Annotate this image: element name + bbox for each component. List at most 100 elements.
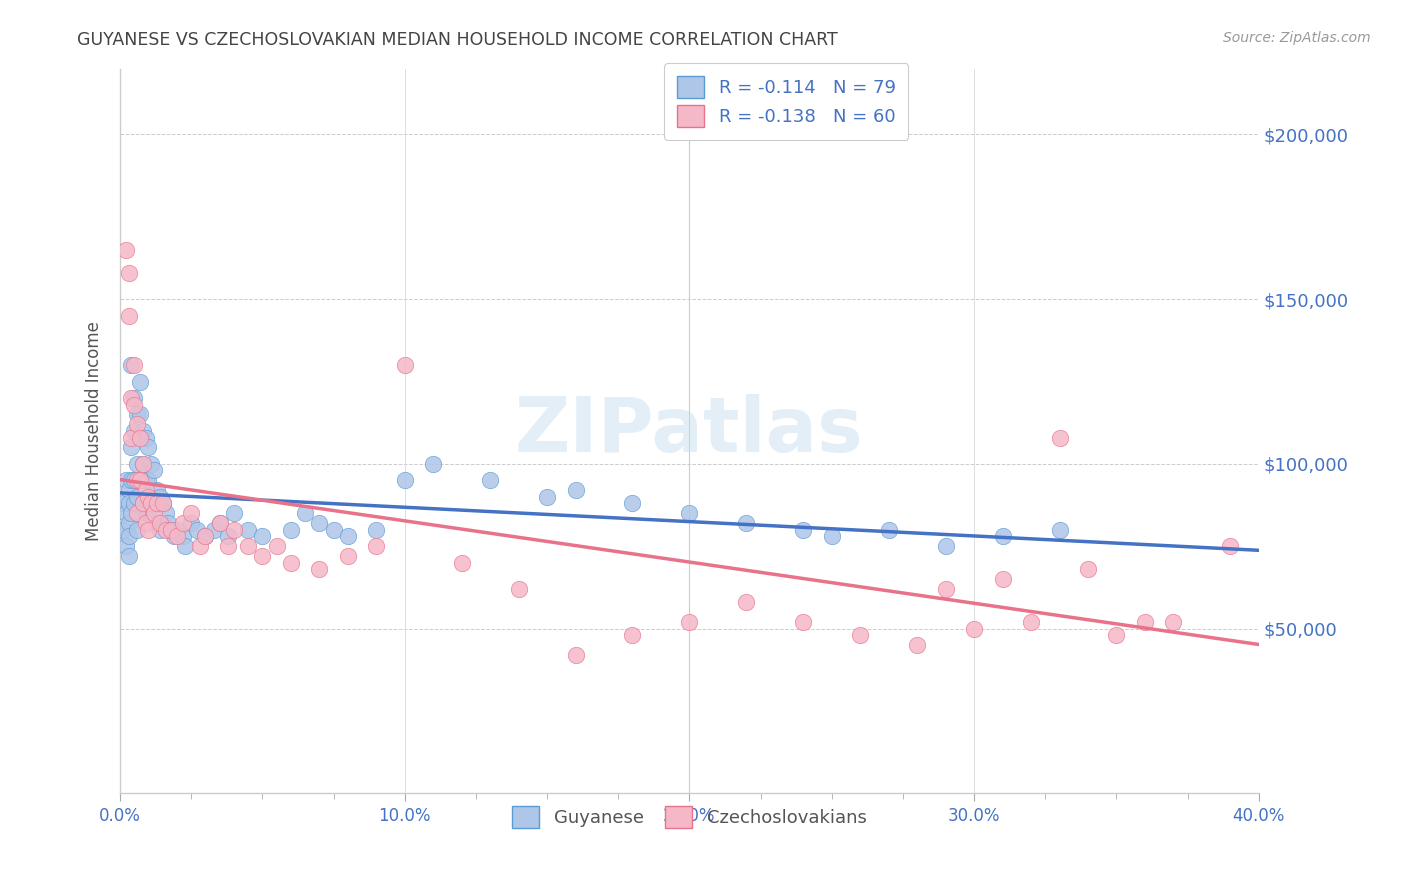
Point: [394, 358, 416, 372]
Point: [905, 638, 928, 652]
Point: [135, 483, 157, 498]
Point: [117, 529, 139, 543]
Point: [163, 529, 186, 543]
Point: [120, 474, 142, 488]
Point: [308, 562, 330, 576]
Point: [236, 523, 259, 537]
Point: [735, 595, 758, 609]
Point: [155, 523, 177, 537]
Point: [280, 523, 302, 537]
Point: [479, 474, 502, 488]
Point: [114, 539, 136, 553]
Point: [128, 474, 150, 488]
Point: [564, 648, 586, 662]
Point: [149, 516, 172, 531]
Point: [138, 441, 160, 455]
Point: [132, 496, 155, 510]
Point: [1219, 539, 1241, 553]
Point: [266, 539, 288, 553]
Text: Source: ZipAtlas.com: Source: ZipAtlas.com: [1223, 31, 1371, 45]
Point: [132, 424, 155, 438]
Point: [208, 516, 231, 531]
Point: [132, 457, 155, 471]
Point: [172, 529, 194, 543]
Legend: Guyanese, Czechoslovakians: Guyanese, Czechoslovakians: [505, 798, 875, 835]
Point: [202, 523, 225, 537]
Point: [114, 506, 136, 520]
Point: [217, 539, 239, 553]
Point: [849, 628, 872, 642]
Point: [143, 496, 166, 510]
Point: [160, 523, 183, 537]
Text: ZIPatlas: ZIPatlas: [515, 394, 863, 468]
Point: [877, 523, 900, 537]
Point: [149, 523, 172, 537]
Point: [120, 430, 142, 444]
Point: [120, 358, 142, 372]
Point: [166, 529, 188, 543]
Point: [188, 539, 211, 553]
Point: [155, 506, 177, 520]
Point: [125, 408, 148, 422]
Point: [366, 539, 388, 553]
Point: [935, 539, 957, 553]
Point: [149, 490, 172, 504]
Point: [991, 572, 1014, 586]
Point: [117, 483, 139, 498]
Point: [450, 556, 472, 570]
Point: [122, 496, 145, 510]
Point: [141, 496, 163, 510]
Point: [222, 506, 245, 520]
Point: [117, 309, 139, 323]
Point: [366, 523, 388, 537]
Point: [125, 417, 148, 432]
Point: [120, 391, 142, 405]
Point: [146, 483, 169, 498]
Point: [1049, 430, 1071, 444]
Point: [1019, 615, 1042, 629]
Point: [143, 506, 166, 520]
Point: [117, 516, 139, 531]
Point: [172, 516, 194, 531]
Point: [122, 424, 145, 438]
Point: [1077, 562, 1099, 576]
Point: [122, 474, 145, 488]
Point: [117, 549, 139, 563]
Point: [280, 556, 302, 570]
Point: [146, 496, 169, 510]
Point: [735, 516, 758, 531]
Point: [122, 391, 145, 405]
Point: [114, 243, 136, 257]
Point: [217, 529, 239, 543]
Point: [792, 523, 814, 537]
Point: [138, 523, 160, 537]
Point: [166, 523, 188, 537]
Point: [180, 516, 202, 531]
Point: [422, 457, 444, 471]
Point: [508, 582, 530, 596]
Point: [394, 474, 416, 488]
Point: [135, 430, 157, 444]
Point: [117, 496, 139, 510]
Point: [180, 506, 202, 520]
Point: [336, 529, 359, 543]
Point: [122, 358, 145, 372]
Point: [536, 490, 558, 504]
Point: [128, 375, 150, 389]
Point: [132, 457, 155, 471]
Point: [125, 523, 148, 537]
Point: [128, 408, 150, 422]
Point: [194, 529, 217, 543]
Point: [125, 457, 148, 471]
Point: [111, 496, 134, 510]
Point: [678, 506, 700, 520]
Point: [621, 496, 644, 510]
Point: [186, 523, 208, 537]
Point: [1105, 628, 1128, 642]
Point: [125, 490, 148, 504]
Point: [138, 474, 160, 488]
Point: [128, 474, 150, 488]
Point: [135, 474, 157, 488]
Point: [821, 529, 844, 543]
Point: [564, 483, 586, 498]
